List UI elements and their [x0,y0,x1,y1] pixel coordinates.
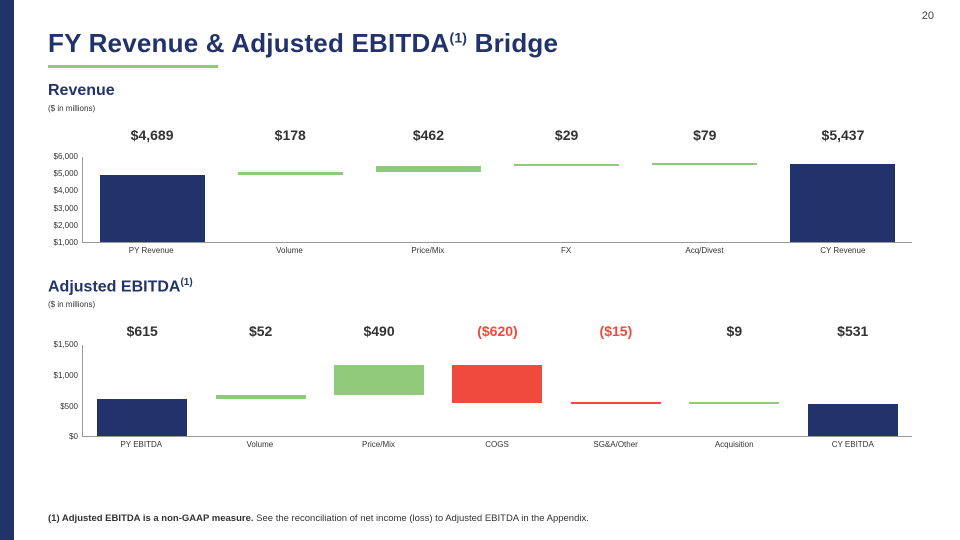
waterfall-bar [100,175,205,242]
ebitda-yaxis: $1,500$1,000$500$0 [48,345,82,437]
xaxis-label: Price/Mix [359,243,497,255]
revenue-yaxis: $6,000$5,000$4,000$3,000$2,000$1,000 [48,157,82,243]
xaxis-label: PY Revenue [82,243,220,255]
ebitda-bars: $615$52$490($620)($15)$9$531 [83,345,912,436]
xaxis-label: COGS [438,437,557,449]
bar-value-label: $29 [498,127,636,143]
xaxis-label: Volume [201,437,320,449]
xaxis-label: Acquisition [675,437,794,449]
bar-value-label: $531 [794,323,912,339]
bar-value-label: $4,689 [83,127,221,143]
waterfall-column: $531 [794,345,912,436]
bar-value-label: $79 [636,127,774,143]
waterfall-bar [216,395,306,398]
xaxis-label: Acq/Divest [635,243,773,255]
waterfall-column: ($15) [557,345,675,436]
waterfall-column: $52 [201,345,319,436]
revenue-bars: $4,689$178$462$29$79$5,437 [83,157,912,242]
waterfall-bar [376,166,481,173]
waterfall-bar [452,365,542,403]
waterfall-column: $5,437 [774,157,912,242]
waterfall-bar [571,402,661,404]
waterfall-column: $4,689 [83,157,221,242]
page-number: 20 [922,10,934,22]
revenue-xaxis: PY RevenueVolumePrice/MixFXAcq/DivestCY … [82,243,912,255]
ebitda-xaxis: PY EBITDAVolumePrice/MixCOGSSG&A/OtherAc… [82,437,912,449]
bar-value-label: $5,437 [774,127,912,143]
waterfall-column: $29 [498,157,636,242]
xaxis-label: Price/Mix [319,437,438,449]
revenue-plot: $4,689$178$462$29$79$5,437 [82,157,912,243]
waterfall-column: $9 [675,345,793,436]
waterfall-column: $615 [83,345,201,436]
waterfall-column: $490 [320,345,438,436]
waterfall-bar [790,164,895,242]
waterfall-column: $178 [221,157,359,242]
revenue-section-title: Revenue [48,82,912,100]
ebitda-chart: $1,500$1,000$500$0 $615$52$490($620)($15… [48,345,912,437]
xaxis-label: CY EBITDA [793,437,912,449]
waterfall-bar [652,163,757,165]
xaxis-label: Volume [220,243,358,255]
xaxis-label: PY EBITDA [82,437,201,449]
bar-value-label: $9 [675,323,793,339]
ebitda-plot: $615$52$490($620)($15)$9$531 [82,345,912,437]
waterfall-bar [334,365,424,395]
bar-value-label: $178 [221,127,359,143]
ebitda-section-title: Adjusted EBITDA(1) [48,277,912,296]
bar-value-label: $52 [201,323,319,339]
bar-value-label: $615 [83,323,201,339]
xaxis-label: FX [497,243,635,255]
left-accent-bar [0,0,14,540]
bar-value-label: $490 [320,323,438,339]
ebitda-units: ($ in millions) [48,300,912,309]
waterfall-bar [808,404,898,437]
waterfall-column: ($620) [438,345,556,436]
xaxis-label: SG&A/Other [556,437,675,449]
waterfall-bar [514,164,619,166]
waterfall-column: $462 [359,157,497,242]
revenue-chart: $6,000$5,000$4,000$3,000$2,000$1,000 $4,… [48,157,912,243]
bar-value-label: ($15) [557,323,675,339]
slide: 20 FY Revenue & Adjusted EBITDA(1) Bridg… [0,0,960,540]
slide-title: FY Revenue & Adjusted EBITDA(1) Bridge [48,28,912,59]
waterfall-bar [238,172,343,175]
revenue-units: ($ in millions) [48,104,912,113]
xaxis-label: CY Revenue [774,243,912,255]
footnote: (1) Adjusted EBITDA is a non-GAAP measur… [48,513,589,524]
bar-value-label: $462 [359,127,497,143]
waterfall-bar [689,402,779,404]
waterfall-column: $79 [636,157,774,242]
waterfall-bar [97,399,187,437]
bar-value-label: ($620) [438,323,556,339]
title-underline [48,65,218,68]
